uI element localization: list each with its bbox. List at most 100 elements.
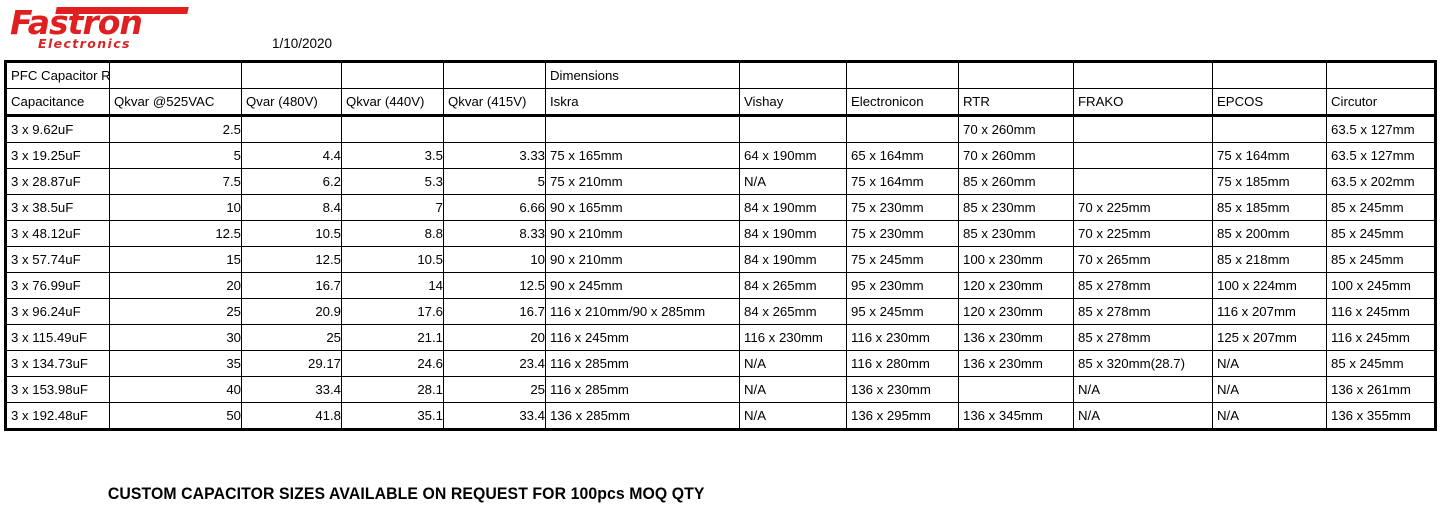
cell-qkvar_525: 40 xyxy=(109,376,242,403)
cell-epcos: 116 x 207mm xyxy=(1212,298,1327,325)
column-header: Electronicon xyxy=(846,88,959,117)
table-row: 3 x 38.5uF 10 8.4 7 6.66 90 x 165mm 84 x 190mm… xyxy=(4,194,1437,221)
empty-cell xyxy=(1212,60,1327,89)
cell-electronicon: 65 x 164mm xyxy=(846,142,959,169)
cell-rtr: 100 x 230mm xyxy=(958,246,1074,273)
cell-qkvar_415: 3.33 xyxy=(443,142,546,169)
cell-qkvar_440: 3.5 xyxy=(341,142,444,169)
document-date: 1/10/2020 xyxy=(272,36,333,51)
cell-circutor: 136 x 261mm xyxy=(1326,376,1437,403)
cell-epcos: 100 x 224mm xyxy=(1212,272,1327,299)
cell-rtr: 120 x 230mm xyxy=(958,272,1074,299)
empty-cell xyxy=(958,60,1074,89)
cell-qkvar_415: 10 xyxy=(443,246,546,273)
logo-subtitle: Electronics xyxy=(38,36,131,51)
cell-qkvar_440: 10.5 xyxy=(341,246,444,273)
empty-cell xyxy=(241,60,342,89)
cell-epcos xyxy=(1212,115,1327,143)
cell-circutor: 116 x 245mm xyxy=(1326,324,1437,351)
column-header: Iskra xyxy=(545,88,740,117)
cell-frako: 70 x 225mm xyxy=(1073,194,1213,221)
cell-iskra: 90 x 165mm xyxy=(545,194,740,221)
table-row: 3 x 19.25uF 5 4.4 3.5 3.33 75 x 165mm 64 x 190… xyxy=(4,142,1437,169)
cell-epcos: N/A xyxy=(1212,376,1327,403)
cell-iskra: 75 x 165mm xyxy=(545,142,740,169)
cell-vishay: 84 x 190mm xyxy=(739,220,847,247)
cell-qkvar_525: 30 xyxy=(109,324,242,351)
cell-qkvar_525: 12.5 xyxy=(109,220,242,247)
cell-qkvar_415: 12.5 xyxy=(443,272,546,299)
cell-qkvar_525: 50 xyxy=(109,402,242,431)
logo-wordmark: Fastron xyxy=(10,3,143,42)
cell-iskra: 136 x 285mm xyxy=(545,402,740,431)
cell-rtr: 85 x 230mm xyxy=(958,194,1074,221)
table-row: 3 x 134.73uF 35 29.17 24.6 23.4 116 x 285mm N/… xyxy=(4,350,1437,377)
cell-qkvar_415: 16.7 xyxy=(443,298,546,325)
cell-qkvar_440: 35.1 xyxy=(341,402,444,431)
cell-capacitance: 3 x 38.5uF xyxy=(4,194,110,221)
table-row: 3 x 192.48uF 50 41.8 35.1 33.4 136 x 285mm N/A… xyxy=(4,402,1437,431)
table-row: 3 x 153.98uF 40 33.4 28.1 25 116 x 285mm N/A 13… xyxy=(4,376,1437,403)
cell-rtr: 120 x 230mm xyxy=(958,298,1074,325)
cell-qkvar_415: 6.66 xyxy=(443,194,546,221)
column-header: FRAKO xyxy=(1073,88,1213,117)
cell-vishay: 84 x 265mm xyxy=(739,298,847,325)
cell-frako: 85 x 278mm xyxy=(1073,272,1213,299)
cell-qkvar_525: 20 xyxy=(109,272,242,299)
cell-circutor: 63.5 x 202mm xyxy=(1326,168,1437,195)
cell-qvar_480: 8.4 xyxy=(241,194,342,221)
empty-cell xyxy=(739,60,847,89)
cell-qkvar_525: 25 xyxy=(109,298,242,325)
empty-cell xyxy=(443,60,546,89)
column-header: Qkvar @525VAC xyxy=(109,88,242,117)
cell-electronicon: 95 x 230mm xyxy=(846,272,959,299)
cell-capacitance: 3 x 153.98uF xyxy=(4,376,110,403)
cell-iskra: 116 x 245mm xyxy=(545,324,740,351)
cell-electronicon: 75 x 230mm xyxy=(846,220,959,247)
cell-qkvar_440: 5.3 xyxy=(341,168,444,195)
cell-qkvar_525: 35 xyxy=(109,350,242,377)
cell-frako: 70 x 265mm xyxy=(1073,246,1213,273)
cell-qkvar_440: 24.6 xyxy=(341,350,444,377)
footer-note: CUSTOM CAPACITOR SIZES AVAILABLE ON REQU… xyxy=(107,484,705,503)
column-header: Qvar (480V) xyxy=(241,88,342,117)
cell-frako xyxy=(1073,142,1213,169)
cell-iskra xyxy=(545,115,740,143)
cell-frako: 85 x 278mm xyxy=(1073,298,1213,325)
cell-electronicon: 95 x 245mm xyxy=(846,298,959,325)
cell-frako: 85 x 278mm xyxy=(1073,324,1213,351)
cell-circutor: 85 x 245mm xyxy=(1326,350,1437,377)
cell-qvar_480: 41.8 xyxy=(241,402,342,431)
column-header: Qkvar (440V) xyxy=(341,88,444,117)
cell-qkvar_440: 28.1 xyxy=(341,376,444,403)
cell-epcos: 85 x 185mm xyxy=(1212,194,1327,221)
column-header: RTR xyxy=(958,88,1074,117)
column-header: Qkvar (415V) xyxy=(443,88,546,117)
table-row: 3 x 96.24uF 25 20.9 17.6 16.7 116 x 210mm/90 … xyxy=(4,298,1437,325)
cell-frako: N/A xyxy=(1073,402,1213,431)
cell-electronicon: 116 x 230mm xyxy=(846,324,959,351)
cell-circutor: 85 x 245mm xyxy=(1326,194,1437,221)
cell-circutor: 85 x 245mm xyxy=(1326,246,1437,273)
cell-vishay: N/A xyxy=(739,350,847,377)
cell-electronicon: 136 x 230mm xyxy=(846,376,959,403)
capacitor-ratings-sheet: PFC Capacitor Ratings and Sizes Dimension… xyxy=(4,60,1437,431)
cell-qvar_480: 16.7 xyxy=(241,272,342,299)
cell-capacitance: 3 x 57.74uF xyxy=(4,246,110,273)
cell-electronicon: 116 x 280mm xyxy=(846,350,959,377)
empty-cell xyxy=(109,60,242,89)
cell-capacitance: 3 x 76.99uF xyxy=(4,272,110,299)
cell-capacitance: 3 x 19.25uF xyxy=(4,142,110,169)
cell-qvar_480: 20.9 xyxy=(241,298,342,325)
cell-iskra: 116 x 285mm xyxy=(545,350,740,377)
cell-qvar_480: 25 xyxy=(241,324,342,351)
cell-qkvar_415: 5 xyxy=(443,168,546,195)
cell-epcos: N/A xyxy=(1212,350,1327,377)
cell-vishay: 84 x 265mm xyxy=(739,272,847,299)
cell-qkvar_415: 23.4 xyxy=(443,350,546,377)
column-header: Vishay xyxy=(739,88,847,117)
fastron-logo: Fastron Electronics xyxy=(8,2,198,52)
cell-frako xyxy=(1073,115,1213,143)
capacitor-ratings-table: PFC Capacitor Ratings and Sizes Dimension… xyxy=(4,60,1437,431)
cell-qkvar_525: 15 xyxy=(109,246,242,273)
